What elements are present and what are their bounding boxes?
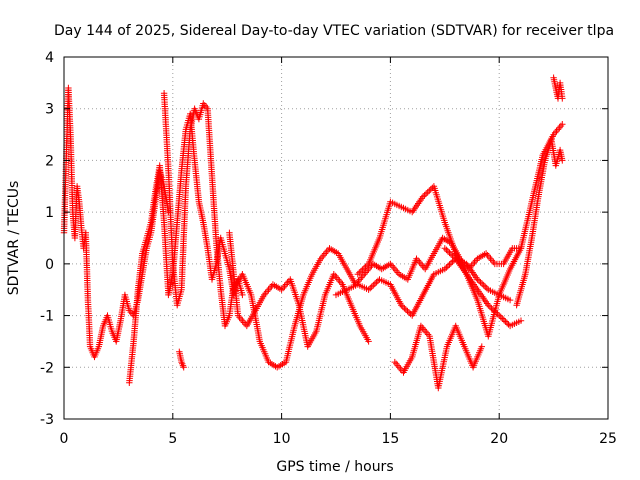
data-point — [359, 266, 366, 273]
data-point — [441, 265, 448, 273]
data-point — [474, 276, 481, 283]
data-points — [60, 74, 566, 392]
data-point — [356, 269, 363, 276]
data-point — [486, 303, 494, 310]
data-point — [499, 315, 506, 322]
axis-ticks: 0 5 10 15 20 25 -3 -2 -1 0 1 2 3 4 — [40, 50, 617, 447]
data-point — [485, 302, 492, 309]
y-tick-label: 3 — [45, 102, 54, 118]
chart-title: Day 144 of 2025, Sidereal Day-to-day VTE… — [54, 23, 614, 39]
x-tick-label: 5 — [168, 431, 177, 447]
series-points — [226, 229, 372, 350]
data-point — [427, 186, 434, 193]
data-point — [354, 271, 361, 278]
series-points — [60, 84, 172, 361]
data-point — [446, 261, 453, 268]
data-point — [180, 364, 187, 371]
y-tick-label: 4 — [45, 50, 54, 66]
data-point — [405, 309, 413, 316]
series-points — [332, 255, 514, 319]
data-point — [478, 343, 485, 350]
data-point — [373, 279, 380, 286]
y-axis-label: SDTVAR / TECUs — [6, 181, 22, 296]
data-point — [559, 95, 566, 102]
data-point — [444, 262, 452, 270]
data-point — [424, 189, 431, 196]
y-tick-label: -2 — [40, 360, 54, 376]
grid — [64, 57, 608, 419]
series-points — [176, 348, 187, 371]
series-points — [160, 90, 237, 330]
series-points — [126, 110, 246, 386]
y-tick-label: -1 — [40, 309, 54, 325]
data-point — [444, 248, 452, 255]
data-point — [449, 258, 456, 265]
data-point — [368, 283, 375, 290]
data-point — [401, 305, 408, 312]
y-tick-label: -3 — [40, 412, 54, 428]
data-point — [419, 193, 427, 200]
x-tick-label: 10 — [273, 431, 291, 447]
data-point — [370, 282, 377, 289]
data-point — [446, 249, 453, 256]
data-point — [365, 286, 372, 293]
data-point — [426, 187, 433, 194]
data-point — [517, 317, 525, 324]
data-point — [503, 319, 511, 327]
y-tick-label: 0 — [45, 257, 54, 273]
data-point — [475, 277, 483, 284]
data-point — [502, 318, 509, 325]
x-tick-label: 20 — [490, 431, 508, 447]
data-point — [421, 192, 428, 199]
series-points — [391, 322, 485, 392]
data-point — [357, 268, 365, 275]
x-tick-label: 15 — [381, 431, 399, 447]
x-axis-label: GPS time / hours — [276, 459, 393, 475]
data-point — [441, 245, 448, 252]
plot-border — [63, 56, 609, 420]
data-point — [559, 157, 566, 164]
data-point — [362, 263, 369, 270]
y-tick-label: 1 — [45, 205, 54, 221]
data-point — [399, 303, 406, 310]
data-point — [422, 190, 430, 197]
data-point — [449, 252, 456, 259]
data-point — [447, 251, 455, 258]
data-point — [496, 312, 503, 319]
data-point — [497, 313, 504, 321]
x-tick-label: 25 — [599, 431, 617, 447]
data-point — [480, 282, 487, 289]
data-point — [477, 279, 484, 286]
data-point — [404, 307, 411, 315]
x-tick-label: 0 — [60, 431, 69, 447]
data-point — [447, 259, 455, 267]
data-point — [559, 121, 566, 128]
data-point — [363, 262, 371, 269]
data-point — [478, 280, 486, 287]
y-tick-label: 2 — [45, 153, 54, 169]
data-point — [450, 254, 458, 261]
data-point — [506, 296, 514, 304]
data-point — [371, 280, 379, 287]
series-points — [441, 121, 566, 340]
data-point — [500, 316, 508, 324]
data-point — [482, 283, 489, 290]
data-point — [398, 302, 405, 309]
data-point — [443, 246, 450, 253]
data-point — [360, 265, 368, 272]
data-point — [443, 264, 450, 271]
data-point — [367, 285, 374, 292]
series-points — [550, 74, 566, 102]
data-point — [402, 306, 410, 313]
data-point — [483, 285, 490, 292]
data-point — [365, 338, 372, 345]
data-point — [239, 291, 246, 299]
series-points — [513, 136, 566, 309]
